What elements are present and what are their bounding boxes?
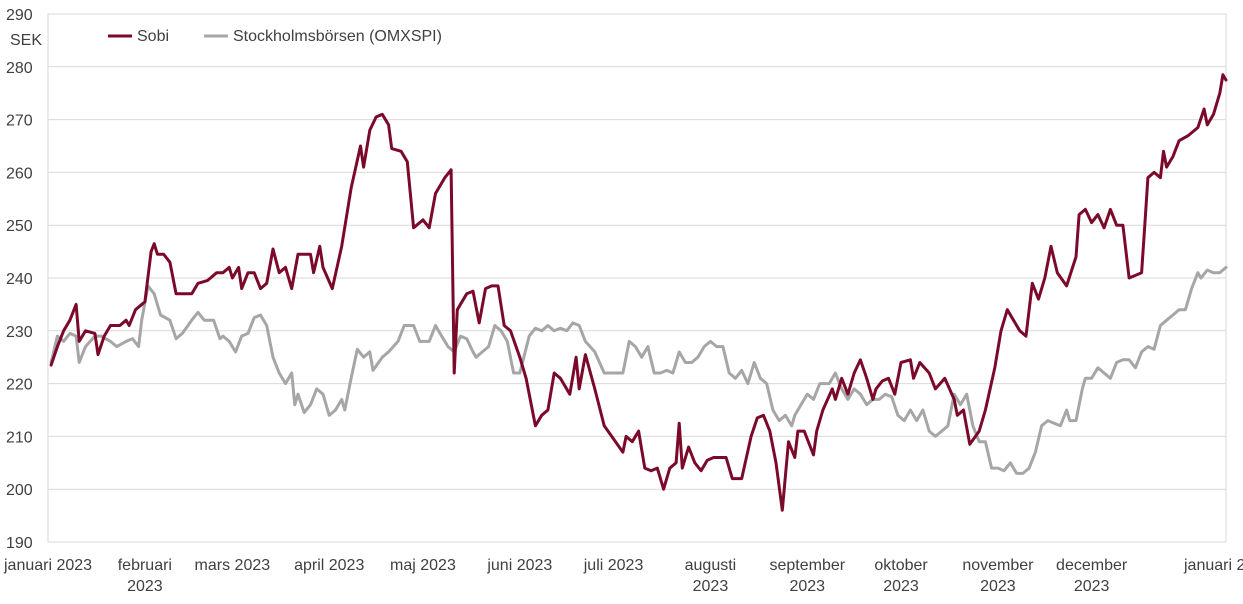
x-axis-tick-labels: januari 2023 februari 2023 mars 2023 april 2… [3,557,1243,595]
x-tick-label-4: maj 2023 [390,557,456,574]
series-line-omxspi [49,265,1228,475]
x-tick-label-0: januari 2023 [3,557,92,574]
x-tick-label-11-year: 2023 [1074,578,1110,595]
x-tick-label-10-year: 2023 [980,578,1016,595]
y-tick-label-200: 200 [6,482,33,499]
series-line-sobi [49,73,1228,512]
x-tick-label-7: augusti [685,557,737,574]
x-tick-label-9: oktober [874,557,928,574]
plot-frame [47,13,1227,543]
x-tick-label-11: december [1056,557,1128,574]
y-tick-label-290: 290 [6,7,33,24]
x-tick-label-1-year: 2023 [127,578,163,595]
x-tick-label-3: april 2023 [294,557,364,574]
y-tick-label-250: 250 [6,218,33,235]
y-tick-label-210: 210 [6,429,33,446]
x-tick-label-10: november [962,557,1034,574]
x-tick-label-12: januari 2 [1183,557,1243,574]
series-lines [49,73,1228,512]
x-tick-label-2: mars 2023 [195,557,271,574]
y-tick-label-240: 240 [6,271,33,288]
plot-border [47,13,1227,543]
legend: Sobi Stockholmsbörsen (OMXSPI) [108,28,442,45]
y-tick-label-230: 230 [6,324,33,341]
x-tick-label-9-year: 2023 [883,578,919,595]
x-tick-label-8-year: 2023 [789,578,825,595]
y-tick-label-280: 280 [6,60,33,77]
y-axis-unit-label: SEK [10,32,42,49]
x-tick-label-8: september [769,557,845,574]
x-tick-label-1: februari [118,557,172,574]
legend-label-sobi: Sobi [137,28,169,45]
y-axis-tick-labels: 190 200 210 220 230 240 250 260 270 280 290 [6,7,33,552]
x-tick-label-7-year: 2023 [693,578,729,595]
y-tick-label-270: 270 [6,113,33,130]
x-tick-label-5: juni 2023 [486,557,552,574]
legend-label-omxspi: Stockholmsbörsen (OMXSPI) [233,28,442,45]
grid-lines [48,13,1226,543]
x-tick-label-6: juli 2023 [583,557,644,574]
y-tick-label-260: 260 [6,165,33,182]
y-tick-label-220: 220 [6,377,33,394]
y-tick-label-190: 190 [6,535,33,552]
